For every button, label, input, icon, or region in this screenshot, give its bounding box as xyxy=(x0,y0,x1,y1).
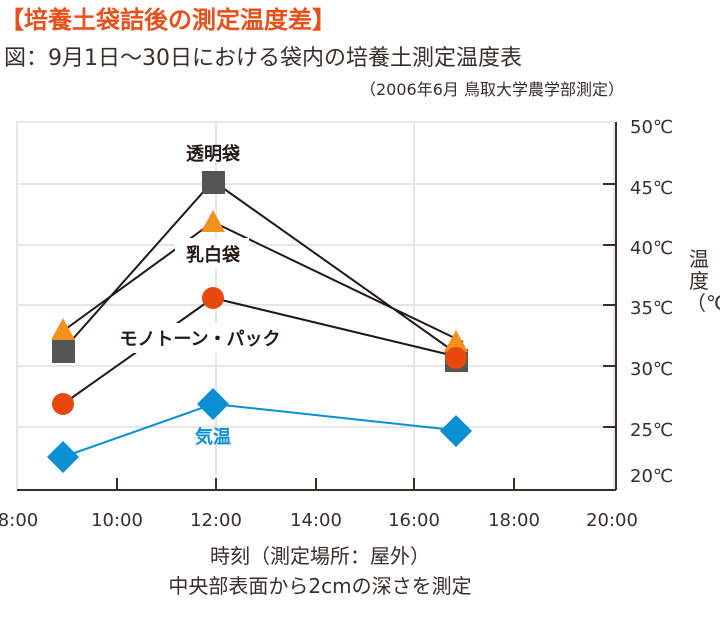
x-tick-16: 16:00 xyxy=(388,510,440,531)
y-tick-labels: 50℃ 45℃ 40℃ 35℃ 30℃ 25℃ 20℃ xyxy=(630,117,673,487)
x-tick-10: 10:00 xyxy=(91,510,143,531)
label-milky-bag: 乳白袋 xyxy=(186,244,241,266)
x-tick-labels: 8:00 10:00 12:00 14:00 16:00 18:00 20:00 xyxy=(0,510,638,531)
triangle-marker-icon xyxy=(201,210,225,232)
label-knockout xyxy=(175,238,249,268)
label-air-temp: 気温 xyxy=(195,426,231,448)
square-marker-icon xyxy=(52,340,75,363)
y-tick-35: 35℃ xyxy=(630,298,673,319)
square-marker-icon xyxy=(202,171,225,194)
y-tick-40: 40℃ xyxy=(630,238,673,259)
circle-marker-icon xyxy=(445,347,467,369)
x-tick-14: 14:00 xyxy=(290,510,342,531)
diamond-marker-icon xyxy=(47,441,79,473)
chart-source-note: （2006年6月 鳥取大学農学部測定） xyxy=(360,80,624,99)
x-tick-18: 18:00 xyxy=(488,510,540,531)
diamond-marker-icon xyxy=(440,415,472,447)
axes xyxy=(17,122,617,491)
monotone-pack-markers xyxy=(52,287,467,415)
chart-title: 【培養土袋詰後の測定温度差】 xyxy=(0,6,336,34)
triangle-marker-icon xyxy=(444,330,468,352)
label-monotone-pack: モノトーン・パック xyxy=(119,329,280,350)
y-tick-30: 30℃ xyxy=(630,359,673,380)
circle-marker-icon xyxy=(52,393,74,415)
x-tick-8: 8:00 xyxy=(0,510,38,531)
circle-marker-icon xyxy=(202,287,224,309)
x-tick-20: 20:00 xyxy=(586,510,638,531)
chart-subtitle: 図：9月1日〜30日における袋内の培養土測定温度表 xyxy=(4,46,522,71)
label-clear-bag: 透明袋 xyxy=(186,143,241,165)
y-gridlines xyxy=(17,183,614,428)
x-axis-note: 中央部表面から2cmの深さを測定 xyxy=(168,574,472,598)
x-axis-label: 時刻（測定場所：屋外） xyxy=(210,544,430,568)
air-temp-markers xyxy=(47,388,472,473)
x-tick-12: 12:00 xyxy=(190,510,242,531)
y-axis-label: 温度（℃） xyxy=(686,247,720,315)
label-knockout xyxy=(118,323,288,353)
y-tick-45: 45℃ xyxy=(630,178,673,199)
diamond-marker-icon xyxy=(197,388,229,420)
triangle-marker-icon xyxy=(51,318,75,340)
y-tick-25: 25℃ xyxy=(630,420,673,441)
y-tick-50: 50℃ xyxy=(630,117,673,138)
y-tick-20: 20℃ xyxy=(630,466,673,487)
milky-bag-markers xyxy=(51,210,468,352)
